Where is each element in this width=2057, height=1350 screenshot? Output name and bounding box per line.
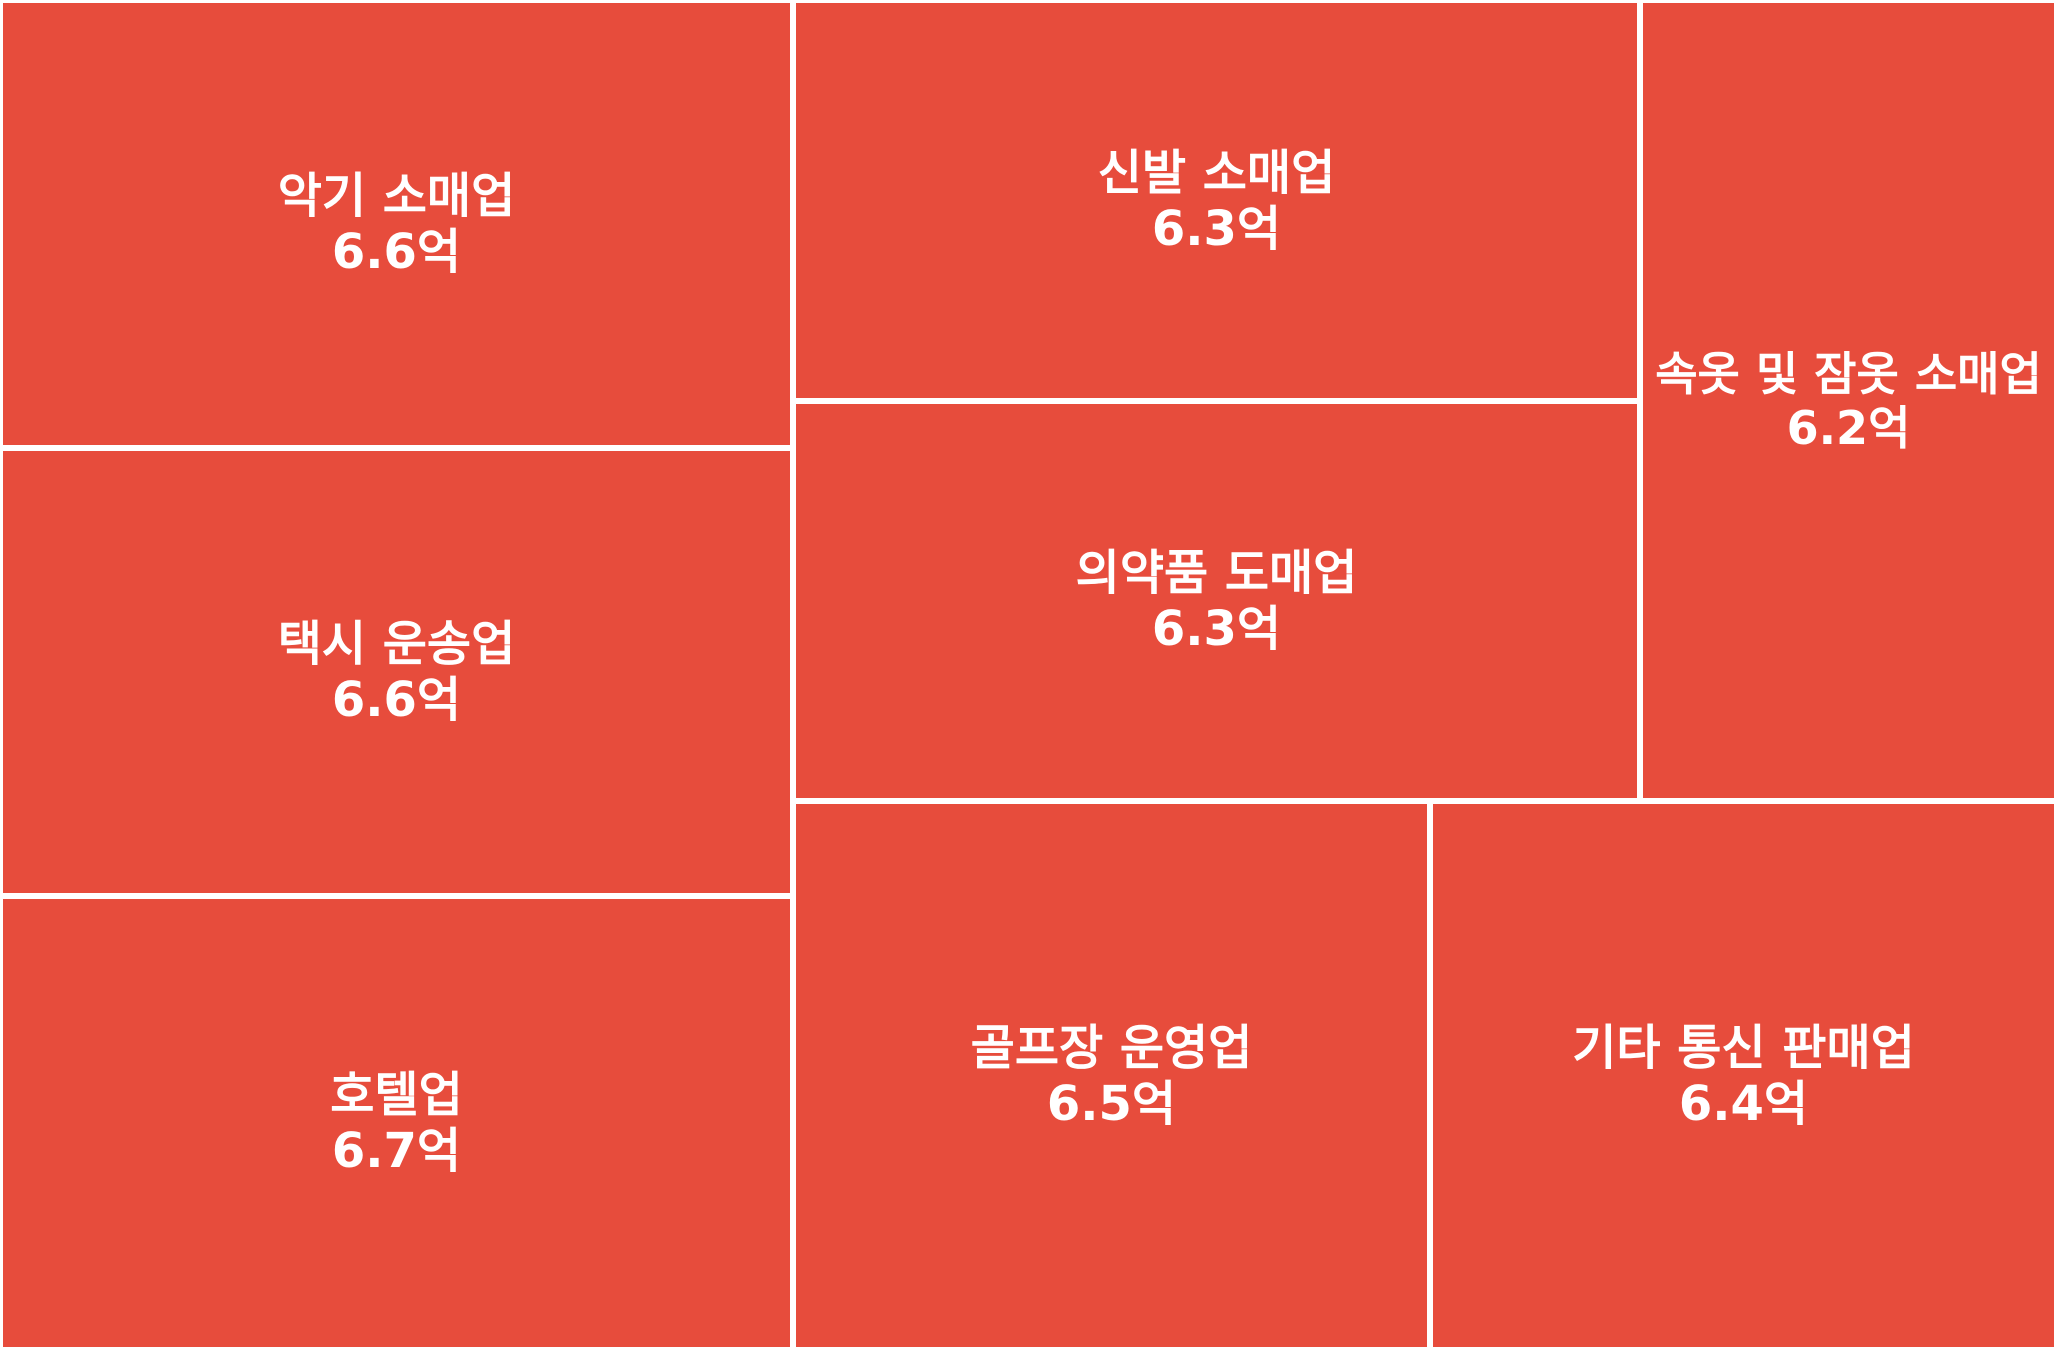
tile-label: 신발 소매업 6.3억 bbox=[1098, 145, 1336, 257]
tile-label: 골프장 운영업 6.5억 bbox=[971, 1020, 1253, 1132]
tile-value-label: 6.5억 bbox=[1046, 1075, 1177, 1132]
tile-category-label: 기타 통신 판매업 bbox=[1572, 1019, 1915, 1076]
treemap-tile[interactable]: 택시 운송업 6.6억 bbox=[0, 448, 793, 896]
tile-category-label: 의약품 도매업 bbox=[1075, 545, 1358, 601]
treemap-tile[interactable]: 호텔업 6.7억 bbox=[0, 896, 793, 1350]
tile-value-label: 6.3억 bbox=[1151, 601, 1282, 657]
treemap-tile[interactable]: 속옷 및 잠옷 소매업 6.2억 bbox=[1640, 0, 2057, 801]
tile-label: 택시 운송업 6.6억 bbox=[278, 616, 516, 728]
treemap-tile[interactable]: 기타 통신 판매업 6.4억 bbox=[1430, 801, 2057, 1350]
tile-label: 속옷 및 잠옷 소매업 6.2억 bbox=[1655, 347, 2042, 455]
tile-label: 호텔업 6.7억 bbox=[330, 1067, 462, 1179]
tile-value-label: 6.2억 bbox=[1786, 400, 1911, 455]
tile-value-label: 6.6억 bbox=[331, 672, 462, 728]
tile-value-label: 6.7억 bbox=[331, 1123, 462, 1179]
treemap-tile[interactable]: 신발 소매업 6.3억 bbox=[793, 0, 1640, 401]
tile-label: 의약품 도매업 6.3억 bbox=[1076, 545, 1358, 657]
treemap-tile[interactable]: 악기 소매업 6.6억 bbox=[0, 0, 793, 448]
tile-category-label: 속옷 및 잠옷 소매업 bbox=[1655, 346, 2042, 401]
tile-category-label: 골프장 운영업 bbox=[970, 1019, 1253, 1076]
tile-value-label: 6.4억 bbox=[1678, 1075, 1809, 1132]
tile-category-label: 호텔업 bbox=[330, 1067, 463, 1123]
tile-category-label: 신발 소매업 bbox=[1097, 144, 1336, 201]
tile-category-label: 택시 운송업 bbox=[277, 616, 516, 672]
treemap-tile[interactable]: 의약품 도매업 6.3억 bbox=[793, 401, 1640, 801]
tile-value-label: 6.6억 bbox=[331, 224, 462, 280]
tile-category-label: 악기 소매업 bbox=[277, 168, 516, 224]
tile-value-label: 6.3억 bbox=[1151, 200, 1282, 257]
tile-label: 악기 소매업 6.6억 bbox=[278, 168, 516, 280]
tile-label: 기타 통신 판매업 6.4억 bbox=[1572, 1020, 1915, 1132]
treemap-tile[interactable]: 골프장 운영업 6.5억 bbox=[793, 801, 1430, 1350]
